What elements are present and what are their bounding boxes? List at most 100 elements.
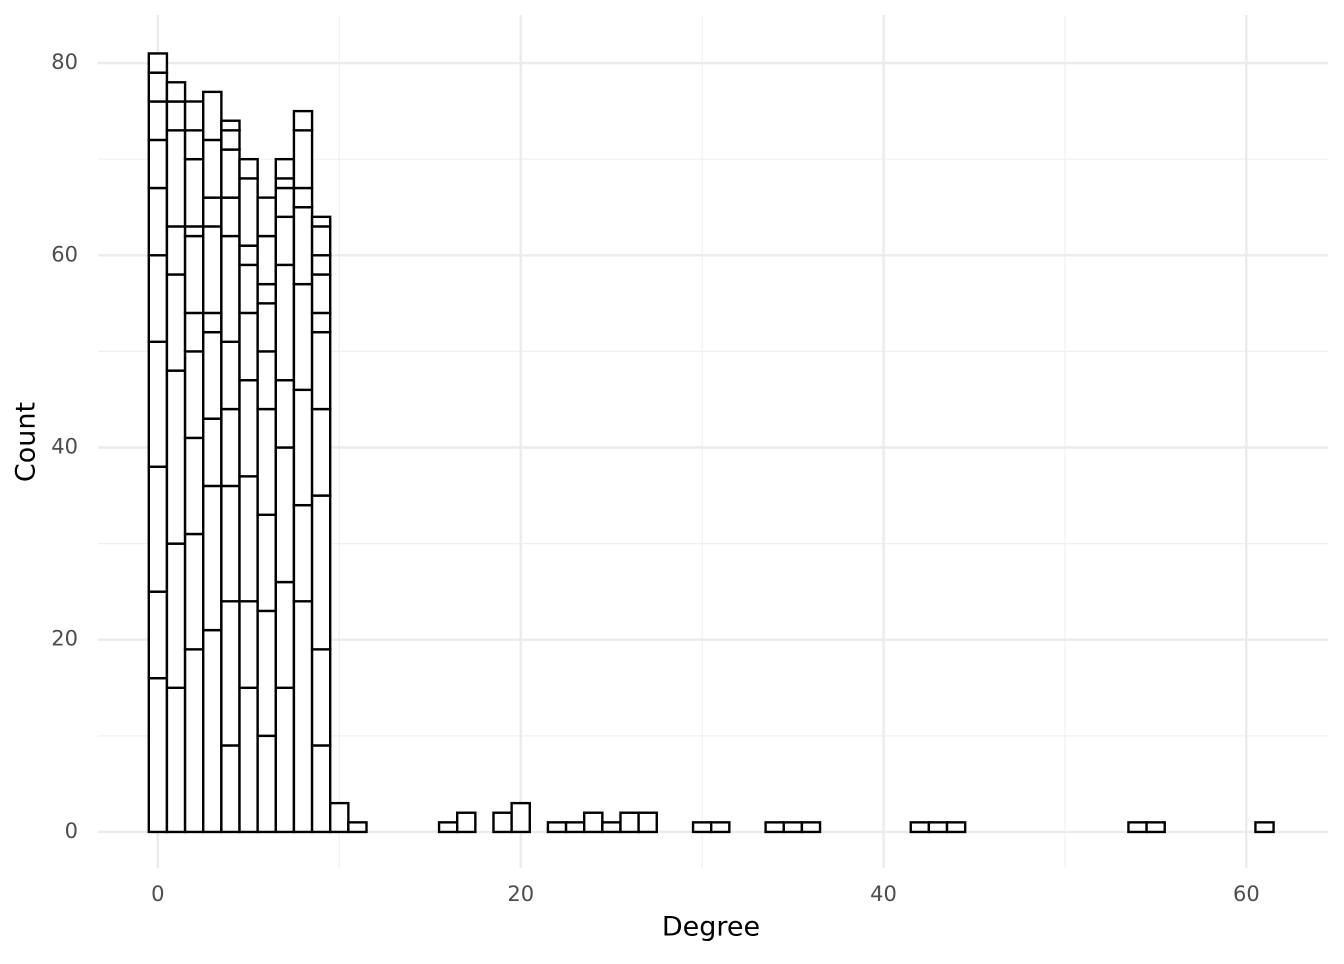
bar-segment [637, 811, 658, 834]
bar-segment [274, 186, 296, 219]
bar-segment [238, 475, 259, 603]
bar-segment [945, 821, 967, 834]
bar-segment [292, 109, 314, 132]
bar-segment [292, 503, 314, 603]
bar-segment [310, 407, 332, 497]
bar-segment [183, 436, 205, 536]
bar-segment [274, 686, 296, 834]
bar-segment [492, 811, 513, 834]
bar-segment [310, 494, 332, 651]
bar-segment [310, 254, 332, 276]
bar-segment [601, 821, 622, 834]
bar-segment [220, 744, 241, 834]
bar-segment [220, 340, 241, 411]
bar-segment [256, 350, 277, 411]
bar-segment [147, 254, 169, 343]
x-tick-label: 40 [870, 882, 897, 906]
bar-segment [1145, 821, 1166, 834]
bar-segment [274, 580, 296, 689]
bar-segment [165, 369, 187, 545]
bar-segment [202, 311, 223, 334]
bar-segment [202, 90, 223, 142]
bar-segment [147, 676, 169, 834]
bar-segment [202, 628, 223, 834]
bar-segment [238, 157, 259, 180]
bar-segment [202, 417, 223, 488]
x-tick-label: 20 [507, 882, 534, 906]
bar-segment [546, 821, 568, 834]
bar-segment [619, 811, 640, 834]
bar-segment [220, 600, 241, 747]
bar-segment [909, 821, 931, 834]
bar-segment [238, 311, 259, 382]
bar-segment [147, 340, 169, 468]
bar-segment [782, 821, 804, 834]
bar-segment [1254, 821, 1275, 834]
bar-segment [183, 350, 205, 440]
bar-segment [310, 225, 332, 257]
bar-segment [165, 542, 187, 689]
bar-segment [582, 811, 604, 834]
bar-segment [147, 71, 169, 103]
bar-segment [220, 196, 241, 238]
y-tick-label: 40 [51, 435, 78, 459]
bar-segment [310, 273, 332, 315]
bar-segment [310, 744, 332, 834]
bar-segment [220, 234, 241, 343]
bar-segment [256, 196, 277, 238]
bar-segment [310, 215, 332, 228]
bar-segment [147, 186, 169, 257]
bar-segment [927, 821, 949, 834]
bar-segment [347, 821, 368, 834]
y-axis-title: Count [11, 402, 42, 482]
bar-segment [238, 263, 259, 315]
bar-segment [274, 379, 296, 449]
bar-segment [183, 234, 205, 315]
bar-segment [183, 532, 205, 651]
bar-segment [147, 52, 169, 74]
y-tick-label: 60 [51, 242, 78, 266]
bar-segment [329, 801, 350, 834]
bar-segment [220, 148, 241, 199]
bar-segment [165, 81, 187, 103]
bar-segment [274, 177, 296, 190]
bar-segment [202, 330, 223, 420]
y-tick-label: 20 [51, 627, 78, 651]
bar-segment [1127, 821, 1148, 834]
bar-segment [800, 821, 822, 834]
bar-segment [256, 234, 277, 286]
bar-segment [183, 129, 205, 161]
bar-segment [183, 648, 205, 834]
bar-segment [709, 821, 731, 834]
bar-segment [238, 379, 259, 478]
bar-segment [256, 734, 277, 834]
bar-segment [292, 282, 314, 392]
bar-segment [274, 263, 296, 382]
bar-segment [165, 129, 187, 228]
bar-segment [165, 686, 187, 834]
bar-segment [274, 215, 296, 267]
bar-segment [183, 157, 205, 228]
bar-segment [310, 330, 332, 411]
bar-segment [274, 157, 296, 180]
bar-segment [183, 225, 205, 238]
bar-segment [456, 811, 477, 834]
bar-segment [165, 273, 187, 372]
x-tick-label: 0 [151, 882, 164, 906]
bar-segment [238, 600, 259, 689]
bar-segment [310, 648, 332, 747]
bar-segment [238, 686, 259, 834]
bar-segment [202, 225, 223, 315]
bar-segment [292, 129, 314, 190]
bar-segment [256, 609, 277, 738]
x-tick-label: 60 [1233, 882, 1260, 906]
bar-segment [292, 206, 314, 286]
bar-segment [256, 513, 277, 613]
bar-segment [256, 407, 277, 516]
y-tick-label: 0 [65, 819, 78, 843]
bar-segment [238, 177, 259, 247]
bar-segment [220, 484, 241, 603]
bar-segment [183, 100, 205, 132]
